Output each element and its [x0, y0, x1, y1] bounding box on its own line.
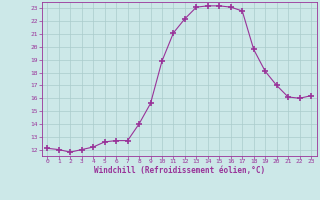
X-axis label: Windchill (Refroidissement éolien,°C): Windchill (Refroidissement éolien,°C)	[94, 166, 265, 175]
